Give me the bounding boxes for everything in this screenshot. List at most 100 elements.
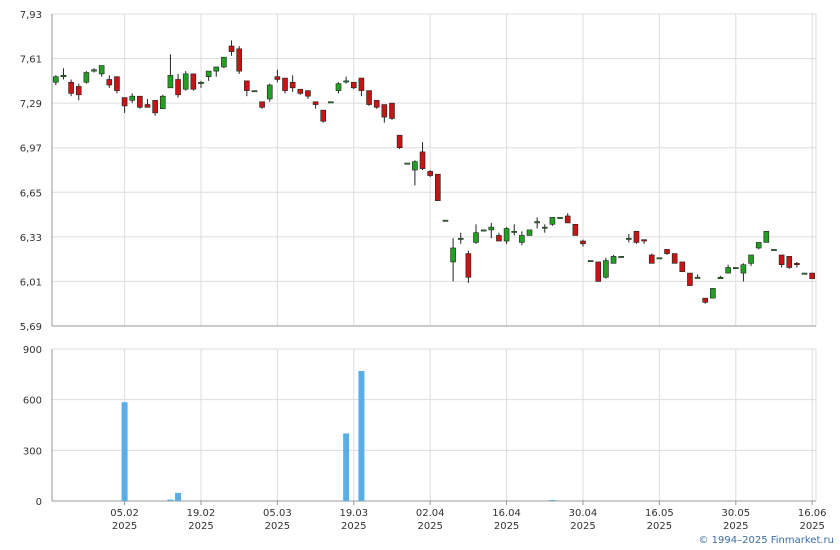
- x-tick-date: 19.03: [339, 508, 368, 519]
- candle-body: [519, 235, 525, 243]
- candle-body: [473, 232, 479, 243]
- candle-body: [732, 267, 739, 270]
- candle-body: [442, 219, 449, 222]
- candle-body: [740, 264, 747, 274]
- candle-body: [350, 81, 357, 89]
- candle-body: [717, 276, 724, 279]
- candle-body: [343, 80, 349, 83]
- candle-body: [83, 72, 90, 83]
- candle-body: [251, 90, 258, 93]
- price-tick-label: 5,69: [20, 322, 42, 333]
- candle-body: [274, 76, 281, 80]
- candle-body: [144, 104, 151, 108]
- candle-body: [755, 242, 762, 249]
- candle-body: [748, 254, 754, 264]
- volume-tick-label: 600: [23, 396, 42, 407]
- x-tick-year: 2025: [723, 521, 748, 532]
- candle-body: [328, 101, 334, 104]
- candle-body: [610, 256, 617, 264]
- x-tick-year: 2025: [647, 521, 672, 532]
- candle-body: [221, 56, 227, 68]
- candle-body: [580, 240, 586, 245]
- candle-body: [618, 256, 624, 258]
- candle-body: [358, 77, 365, 91]
- candle-body: [68, 81, 74, 94]
- x-tick-date: 19.02: [187, 508, 216, 519]
- candle-body: [266, 84, 273, 100]
- candle-body: [419, 151, 426, 169]
- candle-body: [305, 90, 311, 97]
- candle-body: [121, 97, 128, 107]
- candle-body: [389, 102, 395, 119]
- candle-body: [205, 70, 212, 77]
- volume-bar: [343, 433, 350, 501]
- volume-bar: [358, 370, 365, 501]
- x-tick-year: 2025: [265, 521, 290, 532]
- candle-body: [603, 260, 609, 278]
- candle-body: [656, 257, 663, 260]
- x-tick-year: 2025: [799, 521, 824, 532]
- x-tick-date: 05.03: [263, 508, 292, 519]
- candle-body: [786, 256, 793, 268]
- x-tick-date: 16.06: [798, 508, 827, 519]
- candle-body: [480, 229, 487, 232]
- candle-body: [412, 161, 418, 171]
- candle-body: [137, 95, 143, 108]
- candle-body: [511, 230, 518, 233]
- candle-body: [687, 272, 693, 286]
- x-tick-year: 2025: [112, 521, 137, 532]
- volume-panel: 900 600 300 0: [23, 345, 817, 508]
- candle-body: [244, 80, 250, 91]
- candle-body: [694, 276, 701, 279]
- x-axis: 05.02 2025 19.02 2025 05.03 2025 19.03 2025 02.0…: [110, 501, 827, 532]
- candle-body: [53, 76, 59, 83]
- candle-body: [396, 134, 403, 149]
- candle-body: [496, 235, 502, 242]
- candle-body: [710, 288, 716, 299]
- candle-body: [648, 254, 655, 264]
- candle-body: [129, 95, 136, 101]
- candle-body: [91, 69, 97, 72]
- candle-body: [557, 217, 563, 219]
- candle-body: [289, 81, 296, 89]
- candle-body: [182, 73, 189, 90]
- x-tick-date: 05.02: [110, 508, 139, 519]
- x-tick-date: 16.04: [492, 508, 521, 519]
- candle-body: [778, 254, 785, 266]
- candle-body: [771, 249, 777, 251]
- candle-body: [465, 253, 472, 278]
- candle-body: [320, 109, 327, 122]
- volume-tick-label: 900: [23, 345, 42, 356]
- candle-body: [213, 66, 220, 72]
- candle-body: [175, 79, 181, 96]
- price-tick-label: 7,93: [20, 10, 42, 21]
- x-tick-year: 2025: [494, 521, 519, 532]
- price-tick-label: 7,29: [20, 99, 42, 110]
- volume-bar: [121, 402, 128, 501]
- price-tick-label: 7,61: [20, 55, 42, 66]
- candle-body: [587, 260, 594, 263]
- candle-body: [190, 73, 197, 90]
- price-tick-label: 6,01: [20, 277, 42, 288]
- candle-body: [167, 74, 174, 89]
- volume-tick-label: 0: [36, 497, 42, 508]
- candle-body: [60, 74, 67, 77]
- candle-body: [664, 249, 670, 254]
- candle-body: [98, 65, 105, 75]
- candle-body: [503, 228, 510, 242]
- price-tick-label: 6,33: [20, 233, 42, 244]
- volume-frame: [51, 348, 817, 502]
- x-tick-year: 2025: [417, 521, 442, 532]
- candle-body: [671, 253, 678, 264]
- candle-body: [435, 173, 441, 201]
- candle-body: [526, 229, 533, 236]
- volume-bar: [167, 499, 174, 501]
- candle-body: [366, 90, 372, 105]
- copyright-link[interactable]: © 1994–2025 Finmarket.ru: [698, 535, 834, 546]
- price-panel: 7,93 7,61 7,29 6,97 6,65 6,33 6,01 5,69: [20, 10, 817, 333]
- candle-body: [534, 221, 540, 224]
- candle-body: [633, 230, 640, 243]
- candle-body: [450, 247, 456, 263]
- candle-body: [106, 79, 113, 86]
- x-tick-date: 16.05: [645, 508, 674, 519]
